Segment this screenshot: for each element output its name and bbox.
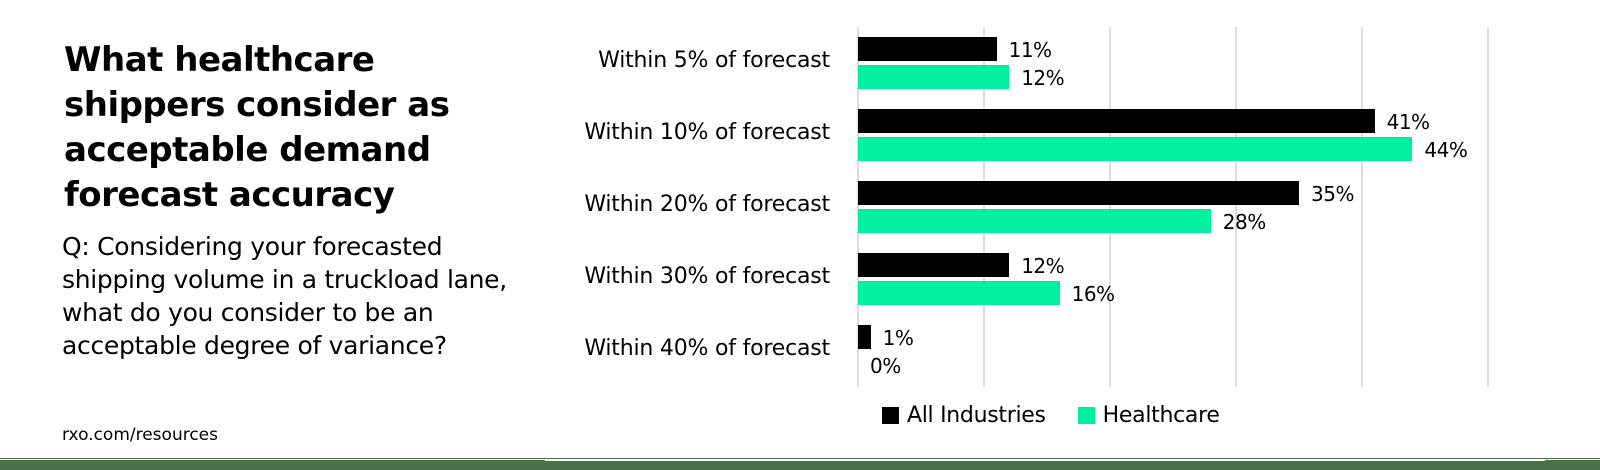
source-link[interactable]: rxo.com/resources	[62, 425, 218, 445]
value-label-healthcare: 12%	[1021, 66, 1065, 90]
gridline	[1361, 27, 1363, 387]
gridline	[983, 27, 985, 387]
value-label-all-industries: 12%	[1021, 254, 1065, 278]
footer-bar	[0, 460, 1600, 470]
gridline	[1109, 27, 1111, 387]
bar-healthcare	[858, 65, 1010, 89]
legend-item-healthcare: Healthcare	[1077, 403, 1220, 428]
chart-title: What healthcare shippers consider as acc…	[64, 40, 450, 215]
bar-healthcare	[858, 137, 1413, 161]
category-label: Within 30% of forecast	[584, 264, 830, 289]
chart-legend: All Industries Healthcare	[882, 403, 1252, 428]
category-label: Within 10% of forecast	[584, 120, 830, 145]
gridline	[857, 27, 859, 387]
category-label: Within 5% of forecast	[598, 48, 830, 73]
footer-divider	[0, 458, 1600, 459]
bar-healthcare	[858, 209, 1211, 233]
legend-swatch-all-industries	[882, 407, 899, 424]
value-label-all-industries: 1%	[882, 326, 914, 350]
category-label: Within 20% of forecast	[584, 192, 830, 217]
survey-question: Q: Considering your forecasted shipping …	[62, 232, 507, 360]
bar-all-industries	[858, 253, 1010, 277]
bar-all-industries	[858, 37, 997, 61]
bar-all-industries	[858, 109, 1375, 133]
category-label: Within 40% of forecast	[584, 336, 830, 361]
legend-label-healthcare: Healthcare	[1102, 403, 1220, 428]
gridline	[1235, 27, 1237, 387]
footer-highlight	[545, 459, 1545, 461]
legend-label-all-industries: All Industries	[907, 403, 1046, 428]
value-label-healthcare: 16%	[1071, 282, 1115, 306]
value-label-healthcare: 28%	[1222, 210, 1266, 234]
bar-healthcare	[858, 281, 1060, 305]
legend-item-all-industries: All Industries	[882, 403, 1046, 428]
bar-all-industries	[858, 325, 871, 349]
value-label-healthcare: 0%	[870, 354, 901, 378]
value-label-healthcare: 44%	[1424, 138, 1468, 162]
bar-all-industries	[858, 181, 1299, 205]
value-label-all-industries: 11%	[1008, 38, 1052, 62]
value-label-all-industries: 35%	[1311, 182, 1354, 206]
legend-swatch-healthcare	[1077, 407, 1095, 424]
gridline	[1487, 27, 1489, 387]
value-label-all-industries: 41%	[1386, 110, 1430, 134]
